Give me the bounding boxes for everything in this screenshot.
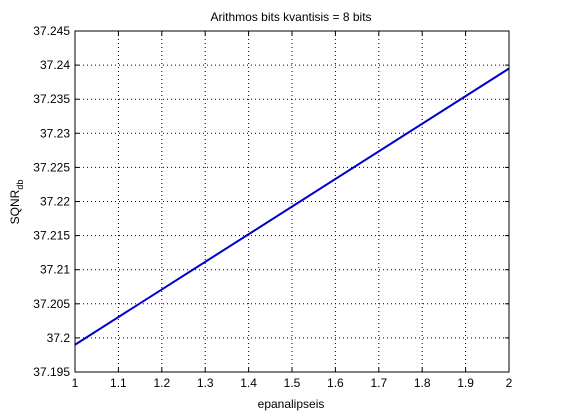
x-tick-label: 1.7 xyxy=(370,376,387,390)
y-tick-label: 37.245 xyxy=(33,24,70,38)
x-axis-label: epanalipseis xyxy=(258,397,325,411)
y-tick-label: 37.23 xyxy=(40,126,70,140)
x-tick-label: 1.5 xyxy=(284,376,301,390)
series-line xyxy=(74,67,510,346)
y-axis-label-main: SQNR xyxy=(8,189,22,224)
y-tick-label: 37.215 xyxy=(33,229,70,243)
y-tick-label: 37.24 xyxy=(40,58,70,72)
y-axis-label: SQNRdb xyxy=(8,180,25,225)
x-tick-labels: 1 1.1 1.2 1.3 1.4 1.5 1.6 1.7 1.8 1.9 2 xyxy=(72,376,513,390)
y-tick-label: 37.225 xyxy=(33,160,70,174)
y-tick-label: 37.2 xyxy=(47,331,71,345)
x-tick-label: 1.2 xyxy=(153,376,170,390)
y-tick-label: 37.205 xyxy=(33,297,70,311)
y-tick-label: 37.195 xyxy=(33,365,70,379)
series-group xyxy=(74,67,510,346)
grid-lines xyxy=(75,31,509,372)
x-tick-label: 1.3 xyxy=(197,376,214,390)
chart-title: Arithmos bits kvantisis = 8 bits xyxy=(210,10,371,24)
x-tick-label: 1.9 xyxy=(457,376,474,390)
y-tick-label: 37.235 xyxy=(33,92,70,106)
y-tick-label: 37.22 xyxy=(40,195,70,209)
y-tick-label: 37.21 xyxy=(40,263,70,277)
x-tick-label: 1.4 xyxy=(240,376,257,390)
y-tick-labels: 37.195 37.2 37.205 37.21 37.215 37.22 37.225 37… xyxy=(33,24,70,379)
x-tick-label: 1.6 xyxy=(327,376,344,390)
x-tick-label: 1 xyxy=(72,376,79,390)
x-tick-label: 2 xyxy=(506,376,513,390)
x-tick-label: 1.8 xyxy=(414,376,431,390)
tick-marks xyxy=(74,30,510,373)
x-tick-label: 1.1 xyxy=(110,376,127,390)
y-axis-label-subscript: db xyxy=(15,180,25,190)
